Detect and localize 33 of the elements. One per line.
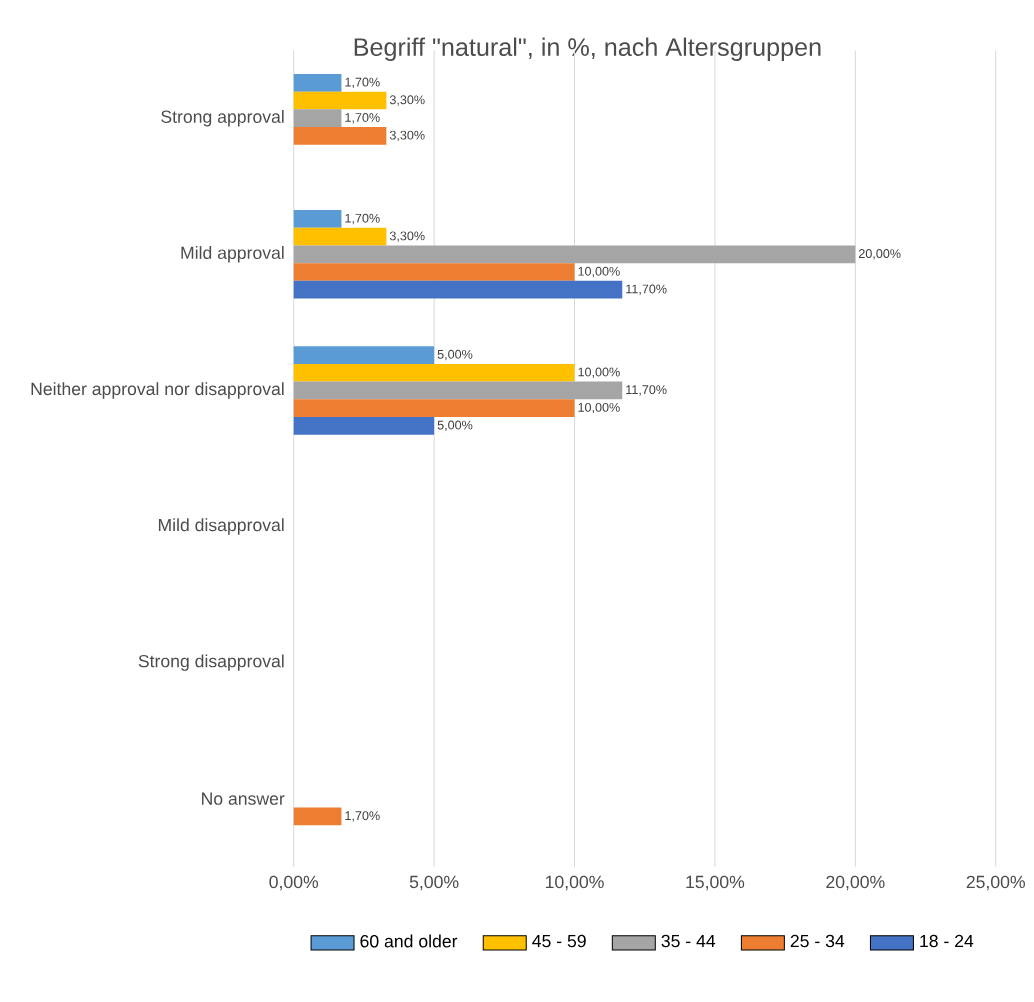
bar — [293, 381, 623, 399]
y-tick-label: Mild disapproval — [158, 517, 284, 535]
bar — [293, 209, 342, 228]
bar — [293, 807, 342, 825]
x-tick-label: 10,00% — [545, 875, 604, 890]
bar — [293, 280, 623, 299]
y-tick-label: No answer — [202, 792, 285, 805]
x-tick-label: 5,00% — [409, 875, 459, 890]
legend-label: 35 - 44 — [661, 934, 716, 947]
bar — [293, 126, 387, 145]
x-tick-label: 0,00% — [269, 875, 319, 890]
legend-label: 18 - 24 — [920, 934, 974, 947]
y-tick-label: Strong approval — [161, 109, 284, 127]
y-tick-label: Strong disapproval — [138, 653, 284, 671]
bar — [293, 262, 575, 281]
bar — [293, 73, 342, 92]
x-tick-label: 20,00% — [826, 875, 885, 890]
chart-title: Begriff "natural", in %, nach Altersgruppen — [354, 37, 821, 61]
bar — [293, 363, 575, 382]
legend-label: 45 - 59 — [532, 934, 586, 947]
y-tick-label: Neither approval nor disapproval — [31, 381, 284, 399]
bar — [293, 108, 342, 127]
bar — [293, 227, 387, 246]
bar — [293, 91, 387, 109]
bar — [293, 245, 856, 263]
bar — [293, 345, 435, 364]
bar — [293, 416, 435, 435]
legend-label: 60 and older — [360, 934, 458, 948]
x-tick-label: 25,00% — [966, 875, 1025, 890]
legend-label: 25 - 34 — [790, 934, 845, 947]
y-tick-label: Mild approval — [181, 245, 284, 263]
bar — [293, 398, 575, 417]
x-tick-label: 15,00% — [686, 875, 745, 890]
